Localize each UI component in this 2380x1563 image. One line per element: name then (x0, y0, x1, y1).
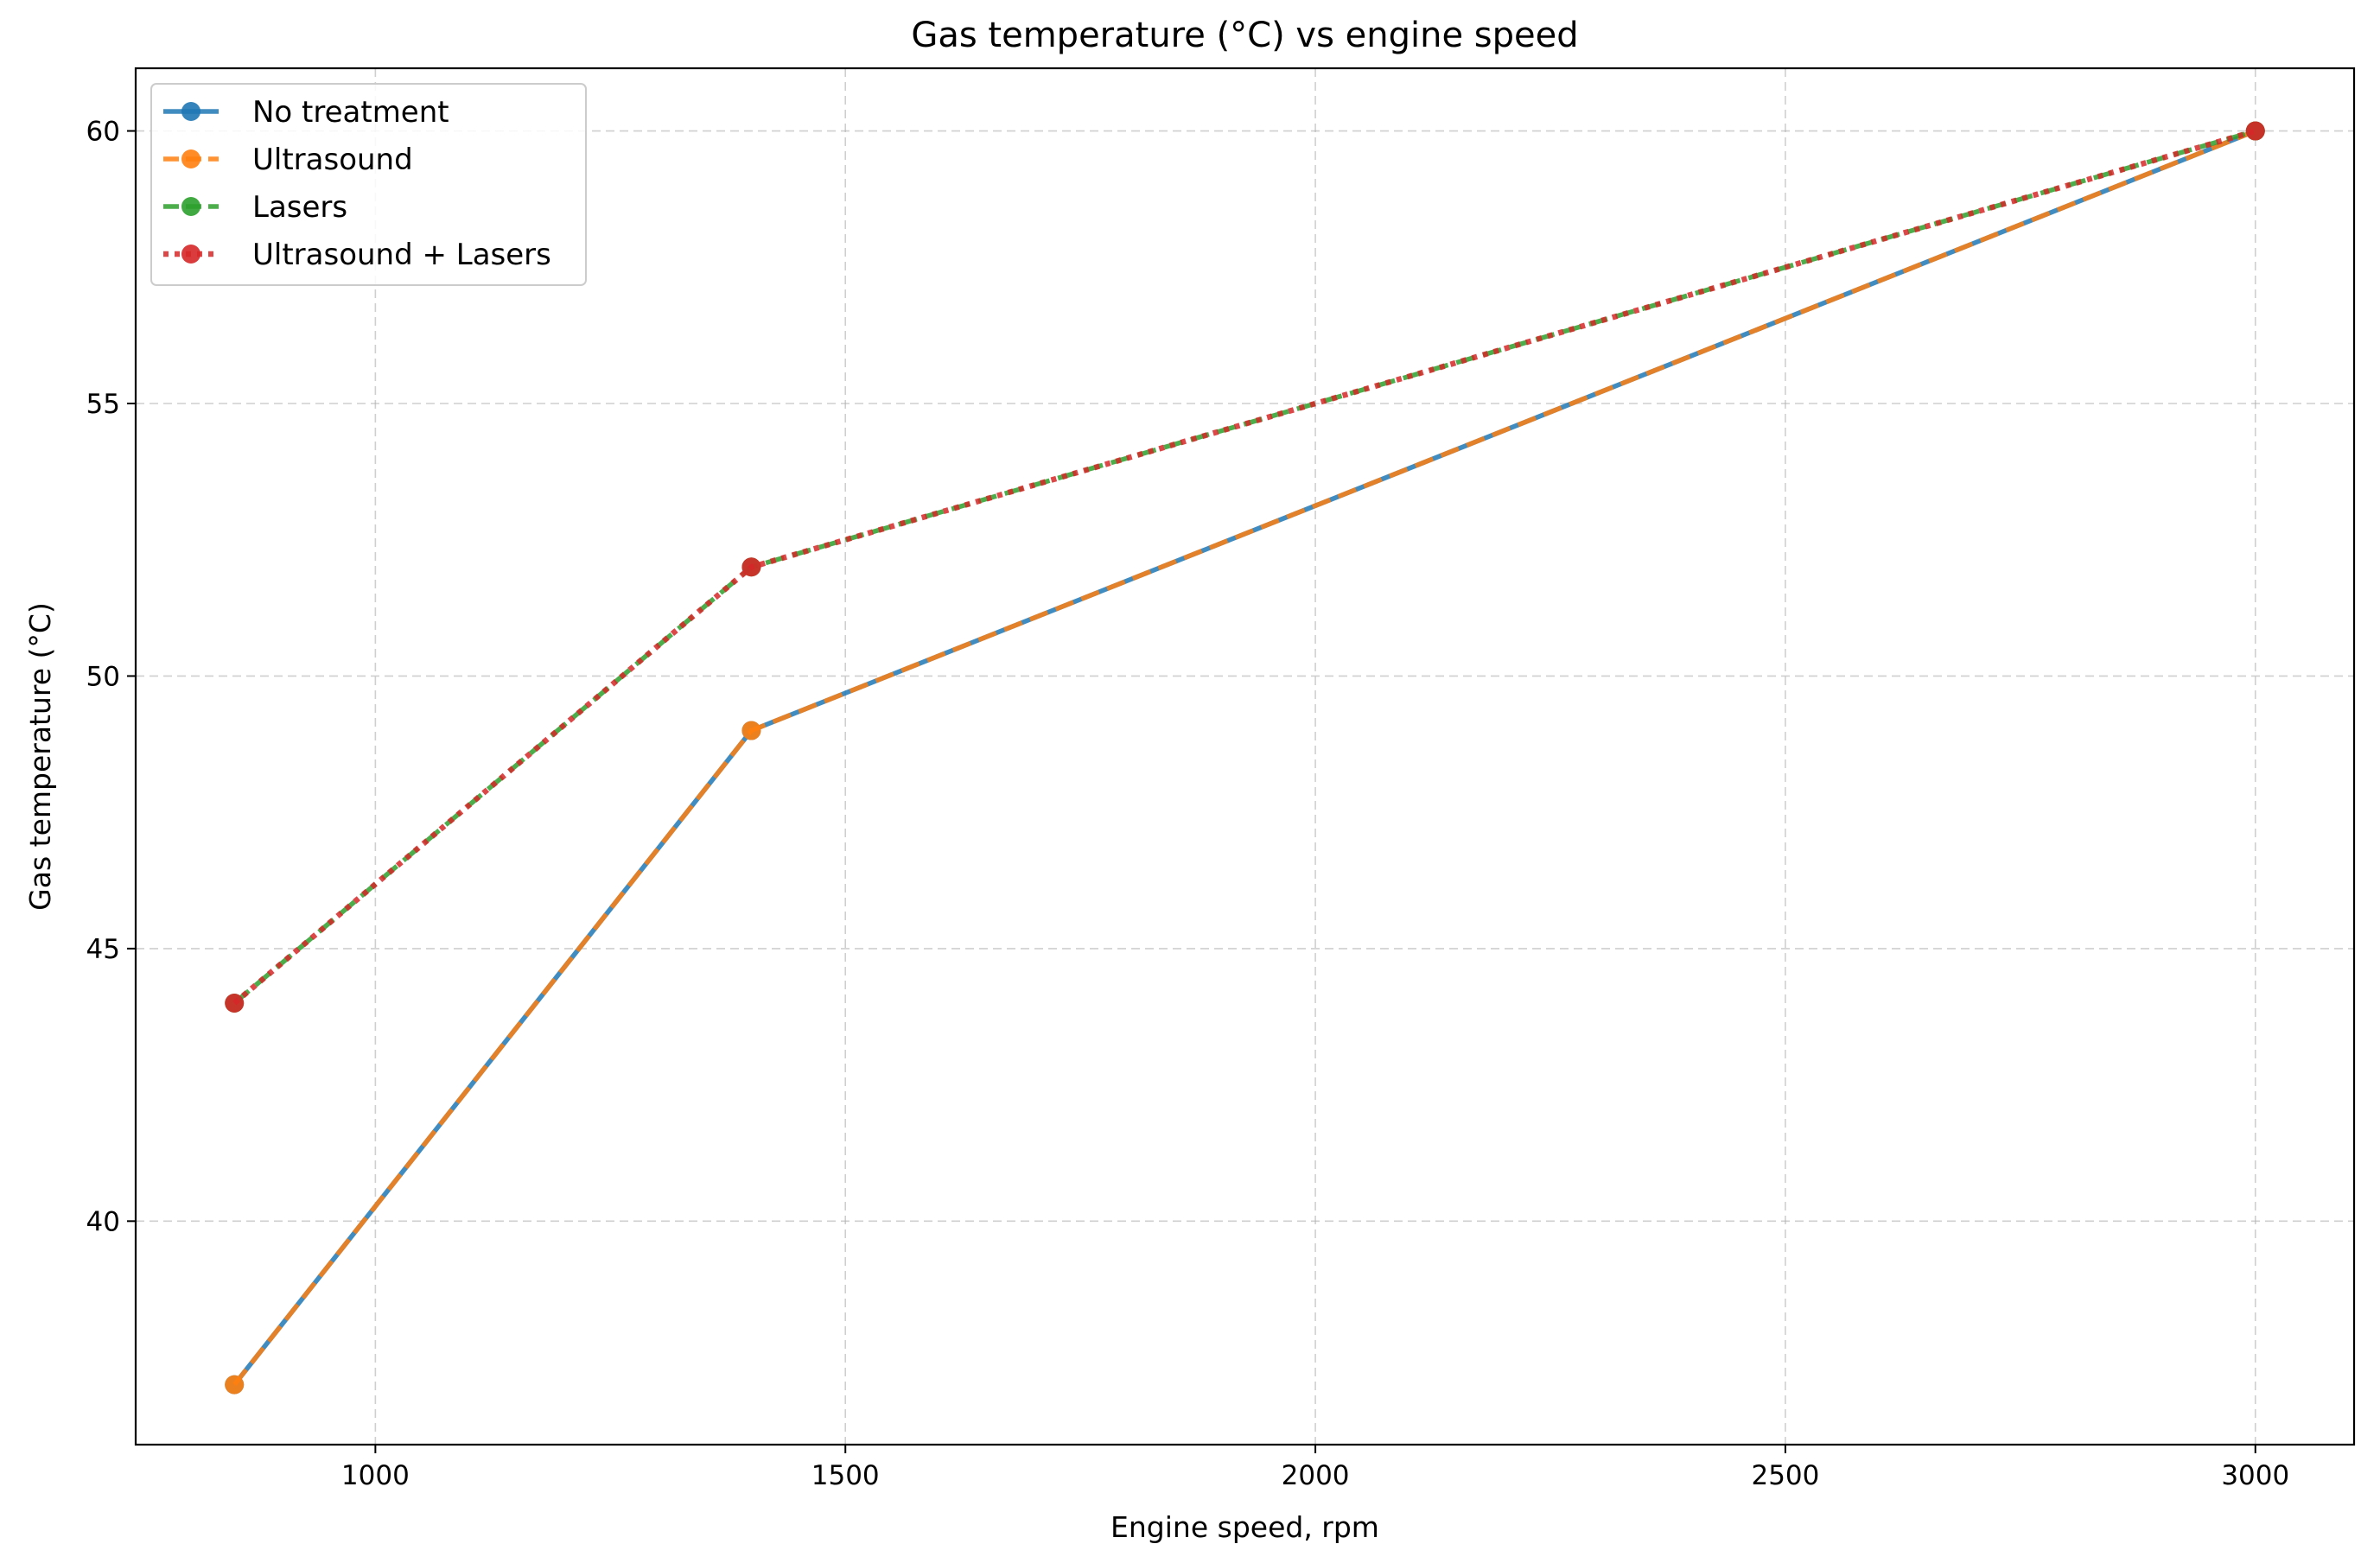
data-point (225, 993, 245, 1013)
legend-label: Ultrasound + Lasers (252, 238, 551, 272)
legend-swatch-marker (181, 245, 200, 264)
legend-label: Ultrasound (252, 143, 413, 177)
legend-label: No treatment (252, 95, 449, 130)
x-tick-label: 1500 (811, 1460, 880, 1491)
y-tick-label: 45 (86, 934, 120, 965)
y-tick-label: 55 (86, 389, 120, 420)
legend-box (150, 83, 587, 286)
ticks: 1000 1500 2000 2500 3000 40 45 50 55 60 (86, 117, 2290, 1491)
y-tick-label: 60 (86, 117, 120, 148)
x-tick-label: 2000 (1282, 1460, 1350, 1491)
x-tick-label: 2500 (1751, 1460, 1819, 1491)
data-point (741, 557, 761, 577)
grid (136, 68, 2354, 1445)
y-tick-label: 40 (86, 1206, 120, 1237)
data-point (2245, 121, 2265, 141)
legend: No treatment Ultrasound Lasers Ultrasound +… (150, 83, 587, 286)
data-point (741, 721, 761, 740)
y-tick-label: 50 (86, 661, 120, 692)
legend-label: Lasers (252, 190, 347, 225)
legend-swatch-marker (181, 102, 200, 121)
legend-swatch-marker (181, 149, 200, 168)
data-point (225, 1375, 245, 1395)
plot-frame (134, 67, 2356, 1446)
x-axis-label: Engine speed, rpm (1110, 1510, 1379, 1544)
legend-swatch-marker (181, 197, 200, 216)
x-tick-label: 3000 (2221, 1460, 2289, 1491)
chart-title: Gas temperature (°C) vs engine speed (911, 16, 1578, 55)
y-axis-label: Gas temperature (°C) (23, 602, 57, 911)
x-tick-label: 1000 (341, 1460, 410, 1491)
series-group (225, 121, 2265, 1395)
